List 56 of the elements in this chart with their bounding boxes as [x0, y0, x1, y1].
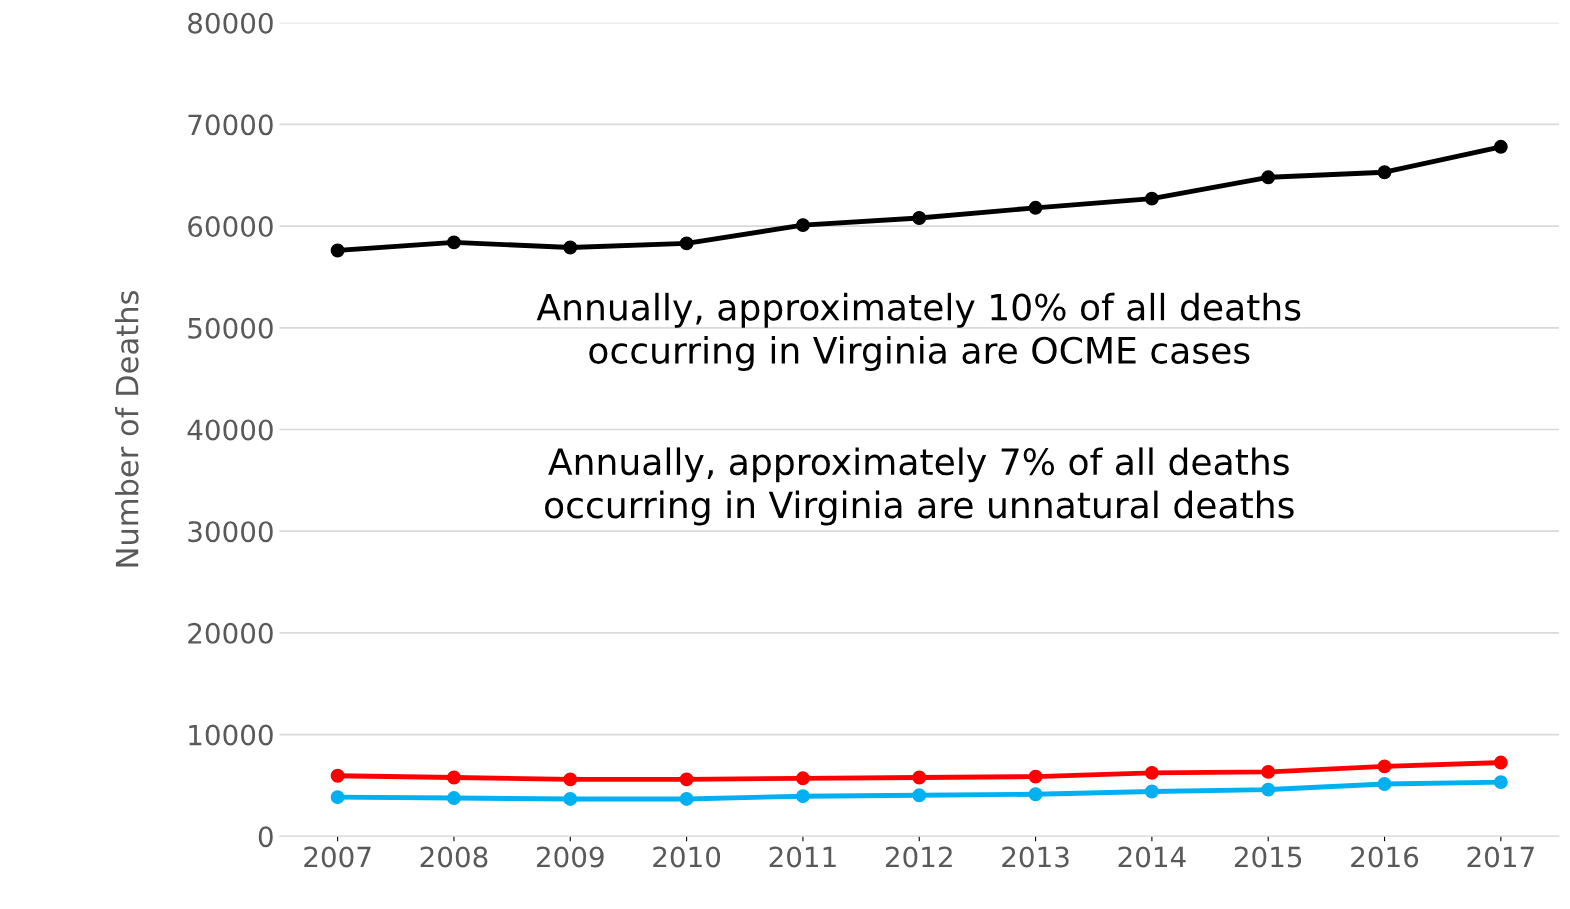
x-tick-label: 2012	[885, 846, 952, 868]
point	[679, 772, 694, 787]
point	[1261, 170, 1276, 185]
y-tick-label: 0	[258, 826, 273, 848]
x-tick-label: 2008	[420, 846, 488, 868]
point	[1144, 191, 1159, 206]
x-tick-label: 2007	[304, 846, 371, 868]
point	[330, 790, 345, 805]
point	[795, 218, 810, 233]
point	[912, 788, 927, 803]
point	[330, 768, 345, 783]
point	[1261, 764, 1276, 779]
point	[1377, 759, 1392, 774]
x-tick-label: 2009	[536, 846, 604, 868]
point	[446, 770, 461, 785]
x-tick-label: 2010	[653, 846, 721, 868]
point	[446, 235, 461, 250]
y-tick-label: 10000	[189, 724, 273, 746]
point	[563, 240, 578, 255]
point	[912, 770, 927, 785]
point	[1377, 165, 1392, 180]
y-tick-label: 80000	[188, 12, 273, 34]
x-tick-label: 2017	[1467, 846, 1534, 868]
x-tick-label: 2015	[1234, 846, 1302, 868]
annotation: Annually, approximately 10% of all deaths occurring in Virginia are OCME cases	[536, 292, 1301, 371]
y-tick-label: 60000	[188, 216, 273, 238]
point	[563, 792, 578, 806]
point	[795, 789, 810, 804]
x-tick-label: 2014	[1118, 846, 1186, 868]
point	[912, 211, 927, 225]
y-tick-label: 30000	[188, 521, 273, 543]
point	[1261, 782, 1276, 797]
x-tick-label: 2016	[1351, 846, 1419, 868]
point	[1028, 769, 1043, 784]
y-axis-title: Number of Deaths	[114, 291, 139, 567]
point	[1028, 787, 1043, 802]
y-tick-label: 70000	[188, 114, 273, 136]
point	[446, 791, 461, 805]
x-tick-label: 2011	[769, 846, 836, 868]
point	[679, 236, 694, 251]
point	[330, 243, 345, 258]
point	[1144, 765, 1159, 780]
point	[795, 771, 810, 786]
point	[1493, 775, 1508, 790]
y-tick-label: 20000	[188, 622, 273, 644]
annotation: Annually, approximately 7% of all deaths occurring in Virginia are unnatural deaths	[545, 447, 1294, 526]
point	[1493, 139, 1508, 154]
point	[1144, 784, 1159, 799]
point	[1493, 755, 1508, 770]
y-tick-label: 40000	[187, 419, 273, 441]
point	[1377, 777, 1392, 791]
x-tick-label: 2013	[1002, 846, 1069, 868]
point	[563, 772, 578, 787]
point	[679, 792, 694, 806]
point	[1028, 200, 1043, 215]
y-tick-label: 50000	[188, 317, 273, 339]
